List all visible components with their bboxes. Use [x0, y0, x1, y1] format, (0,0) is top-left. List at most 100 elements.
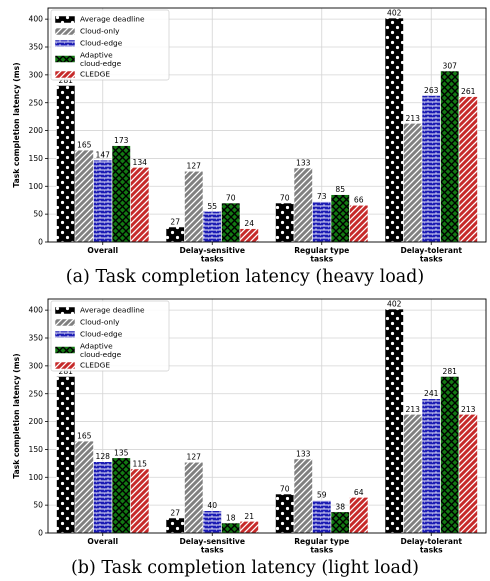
data-label: 66	[354, 196, 364, 205]
bar	[312, 201, 332, 243]
plot-frame	[47, 298, 487, 534]
y-tick-label: 200	[29, 417, 44, 426]
data-label: 70	[280, 485, 290, 494]
legend-label: Cloud-edge	[80, 330, 123, 339]
bar	[111, 145, 131, 243]
data-label: 59	[317, 491, 327, 500]
y-tick-label: 300	[29, 361, 44, 370]
bar	[184, 461, 204, 534]
data-label: 133	[296, 449, 311, 458]
x-tick-label: tasks	[201, 546, 224, 555]
bar	[349, 204, 369, 243]
data-label: 70	[226, 194, 236, 203]
legend-swatch	[54, 15, 76, 24]
bar	[275, 493, 295, 534]
legend-label: Average deadline	[80, 306, 145, 315]
data-label: 241	[424, 389, 439, 398]
data-label: 307	[443, 61, 458, 70]
y-tick-label: 300	[29, 70, 44, 79]
x-tick-label: tasks	[310, 255, 333, 264]
chart-panel-heavy-load: 0 50 100 150 200 250 300 350 400 281 27 70 402 165 127…	[12, 7, 487, 287]
data-label: 127	[187, 162, 202, 171]
x-tick-label: tasks	[420, 255, 443, 264]
x-tick-label: Overall	[87, 246, 118, 255]
x-tick-label: Delay-sensitive	[179, 246, 245, 255]
data-label: 213	[461, 405, 476, 414]
x-tick-label: Overall	[87, 537, 118, 546]
x-tick-label: tasks	[420, 546, 443, 555]
bar	[458, 414, 478, 534]
y-tick-label: 0	[38, 238, 43, 247]
y-tick-label: 200	[29, 126, 44, 135]
bar	[440, 376, 460, 534]
y-tick-label: 50	[33, 501, 43, 510]
data-label: 21	[244, 512, 254, 521]
data-label: 115	[133, 459, 148, 468]
x-tick-label: Delay-tolerant	[400, 537, 462, 546]
x-tick-label: tasks	[201, 255, 224, 264]
bar	[275, 202, 295, 243]
bar	[458, 96, 478, 243]
legend: Average deadline Cloud-only Cloud-edge Adap…	[50, 9, 170, 81]
legend-swatch	[54, 39, 76, 48]
data-label: 85	[335, 185, 345, 194]
legend-swatch	[54, 55, 76, 63]
data-label: 147	[96, 151, 111, 160]
bar	[202, 510, 222, 534]
legend: Average deadline Cloud-only Cloud-edge Adap…	[50, 300, 170, 372]
data-label: 18	[226, 513, 236, 522]
data-label: 24	[244, 219, 254, 228]
data-label: 38	[335, 502, 345, 511]
data-label: 165	[77, 432, 92, 441]
plot-frame	[47, 7, 487, 243]
figure-caption: (a) Task completion latency (heavy load)	[66, 267, 424, 287]
bar	[165, 226, 185, 243]
bar	[330, 194, 350, 243]
data-label: 128	[96, 452, 111, 461]
data-label: 55	[207, 202, 217, 211]
data-label: 133	[296, 158, 311, 167]
y-tick-label: 350	[29, 334, 44, 343]
legend-label: cloud-edge	[80, 59, 122, 68]
data-label: 70	[280, 194, 290, 203]
legend-label: CLEDGE	[80, 70, 110, 79]
bar	[74, 440, 94, 534]
bar	[56, 376, 76, 534]
y-tick-label: 50	[33, 210, 43, 219]
bar	[293, 167, 313, 243]
data-label: 27	[170, 508, 180, 517]
data-label: 173	[114, 136, 129, 145]
legend-label: cloud-edge	[80, 350, 122, 359]
bar	[421, 95, 441, 243]
bar	[330, 511, 350, 534]
bar	[221, 522, 241, 534]
data-label: 402	[387, 9, 402, 18]
data-label: 261	[461, 87, 476, 96]
data-label: 134	[133, 158, 148, 167]
data-label: 135	[114, 448, 129, 457]
bar	[293, 458, 313, 534]
y-tick-label: 250	[29, 98, 44, 107]
y-tick-label: 100	[29, 182, 44, 191]
legend-swatch	[54, 318, 76, 327]
data-label: 281	[59, 76, 74, 85]
y-tick-label: 400	[29, 15, 44, 24]
bar	[421, 398, 441, 534]
x-tick-label: Delay-tolerant	[400, 246, 462, 255]
bar	[202, 211, 222, 243]
y-tick-label: 350	[29, 43, 44, 52]
bar	[165, 517, 185, 534]
x-tick-label: Regular type	[294, 246, 349, 255]
legend-label: CLEDGE	[80, 361, 110, 370]
data-label: 281	[443, 367, 458, 376]
x-tick-label: tasks	[310, 546, 333, 555]
bar	[239, 228, 259, 243]
bar	[221, 202, 241, 243]
bar	[130, 468, 150, 534]
data-label: 213	[406, 405, 421, 414]
data-label: 127	[187, 453, 202, 462]
y-tick-label: 100	[29, 473, 44, 482]
legend-box	[50, 9, 170, 81]
y-tick-label: 0	[38, 529, 43, 538]
bar	[403, 414, 423, 534]
